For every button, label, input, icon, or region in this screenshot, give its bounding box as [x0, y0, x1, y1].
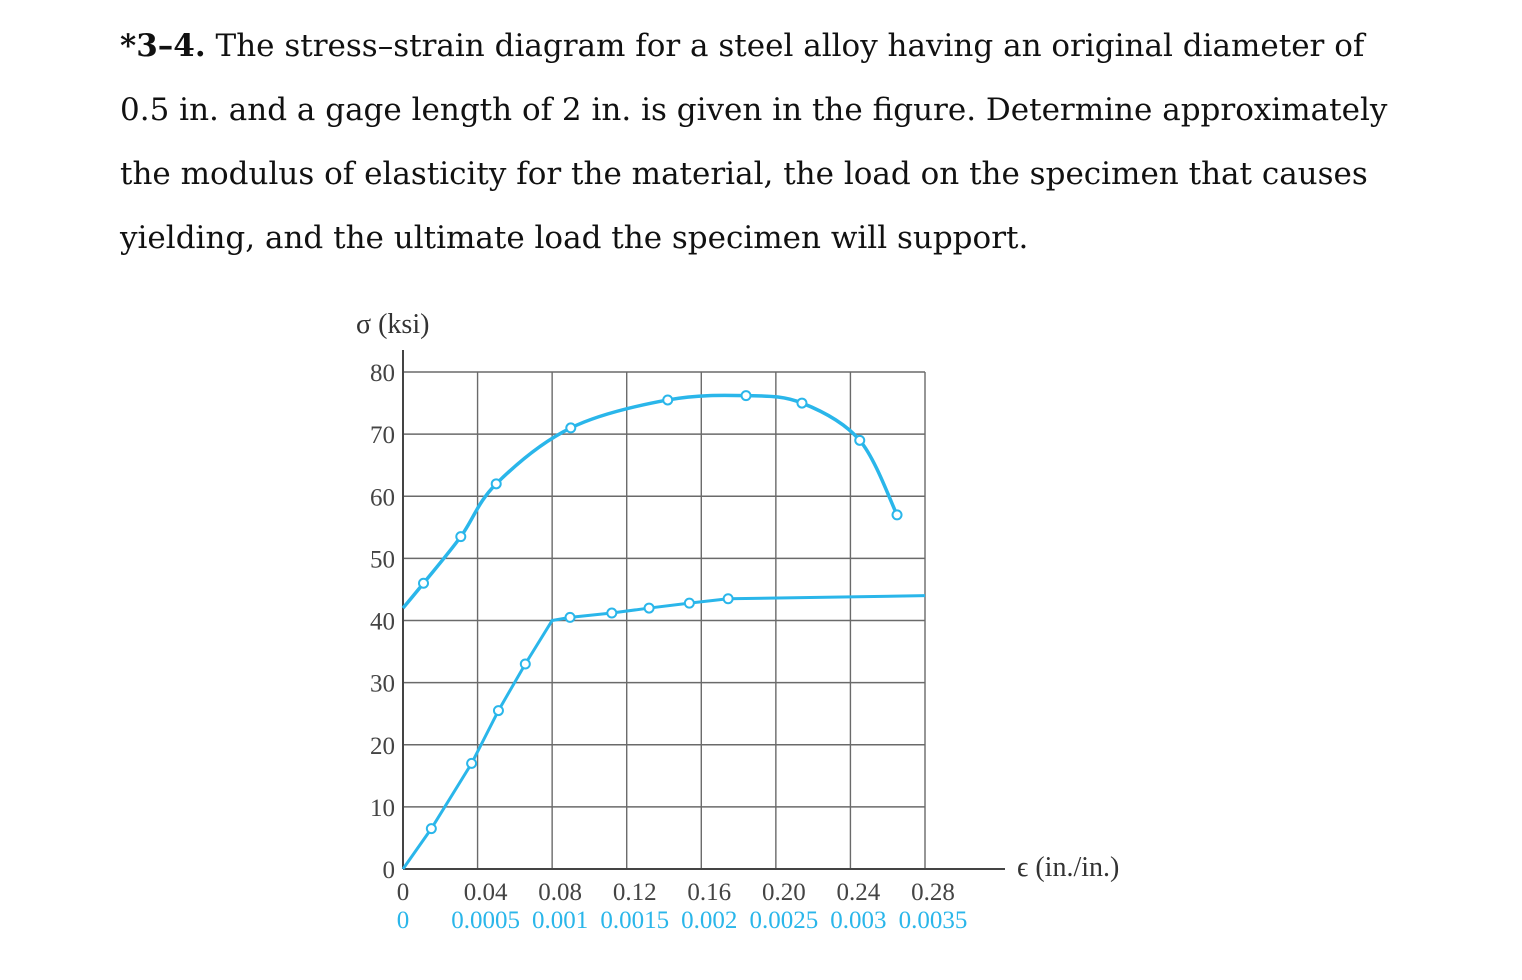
y-tick-label: 30: [370, 671, 395, 698]
chart-curves: [401, 390, 926, 870]
y-tick-label: 60: [370, 484, 395, 511]
data-point-marker: [418, 577, 430, 589]
data-point-marker: [565, 422, 577, 434]
x-axis-label: ϵ (in./in.): [1017, 852, 1119, 883]
y-tick-label: 80: [370, 360, 395, 387]
x-tick-label-bottom: 0.002: [681, 907, 737, 934]
x-tick-label-bottom: 0.001: [532, 907, 588, 934]
y-tick-label: 10: [370, 795, 395, 822]
data-point-marker: [564, 611, 576, 623]
data-point-marker: [606, 607, 618, 619]
data-point-marker: [519, 658, 531, 670]
data-point-marker: [643, 602, 655, 614]
x-tick-label-top: 0.04: [464, 879, 508, 906]
data-point-marker: [490, 478, 502, 490]
x-tick-label-top: 0.16: [687, 879, 731, 906]
data-point-marker: [683, 597, 695, 609]
problem-statement: *3–4. The stress–strain diagram for a st…: [120, 14, 1420, 270]
y-axis-label: σ (ksi): [356, 309, 429, 340]
data-point-marker: [492, 705, 504, 717]
x-tick-label-top: 0.24: [837, 879, 881, 906]
x-tick-label-bottom: 0.0015: [600, 907, 669, 934]
data-point-marker: [740, 390, 752, 402]
x-tick-label-bottom: 0.0005: [451, 907, 520, 934]
x-tick-label-top: 0.08: [538, 879, 582, 906]
data-point-marker: [854, 434, 866, 446]
data-point-marker: [662, 394, 674, 406]
stress-strain-curve: [401, 393, 899, 610]
x-tick-label-top: 0: [397, 879, 410, 906]
chart-grid: [402, 350, 1005, 870]
x-tick-label-top: 0.20: [762, 879, 806, 906]
stress-strain-curve: [401, 594, 926, 870]
data-point-marker: [891, 509, 903, 521]
x-tick-label-bottom: 0.0025: [749, 907, 818, 934]
y-tick-label: 70: [370, 422, 395, 449]
x-tick-label-bottom: 0: [397, 907, 410, 934]
data-point-marker: [425, 823, 437, 835]
data-point-marker: [796, 397, 808, 409]
x-tick-label-top: 0.12: [613, 879, 657, 906]
data-point-marker: [466, 757, 478, 769]
data-point-marker: [455, 531, 467, 543]
x-tick-label-bottom: 0.0035: [899, 907, 968, 934]
y-tick-label: 50: [370, 546, 395, 573]
y-tick-label: 40: [370, 609, 395, 636]
y-tick-label: 20: [370, 733, 395, 760]
problem-text: The stress–strain diagram for a steel al…: [120, 28, 1388, 256]
data-point-marker: [722, 593, 734, 605]
x-tick-label-top: 0.28: [911, 879, 955, 906]
x-tick-label-bottom: 0.003: [830, 907, 886, 934]
y-tick-label: 0: [383, 857, 396, 884]
problem-number: *3–4.: [120, 28, 206, 64]
